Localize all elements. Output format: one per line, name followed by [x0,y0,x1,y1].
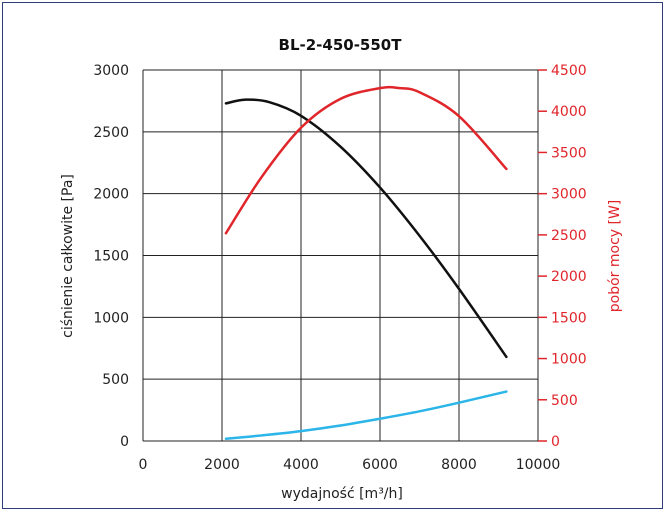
power-curve [224,85,508,235]
y2-tick-label: 500 [551,393,578,409]
y2-tick-label: 1000 [551,352,587,368]
y-axis-label: ciśnienie całkowite [Pa] [60,174,76,338]
x-tick-label: 4000 [283,457,319,473]
x-tick-label: 8000 [441,457,477,473]
grid [142,69,539,442]
y-tick-label: 2000 [93,187,129,203]
x-tick-label: 10000 [516,457,561,473]
x-tick-label: 0 [139,457,148,473]
y-tick-label: 1000 [93,310,129,326]
x-axis-label: wydajność [m³/h] [281,486,403,502]
y-tick-label: 500 [102,372,129,388]
x-tick-label: 6000 [362,457,398,473]
axes: 0 500 1000 1500 2000 2500 3000 0 2000 4000 6000 800… [93,63,586,473]
efficiency-curve [224,390,508,441]
y2-tick-label: 2000 [551,269,587,285]
y2-tick-label: 4000 [551,104,587,120]
y2-tick-label: 4500 [551,63,587,79]
y2-tick-label: 2500 [551,228,587,244]
pressure-curve [224,98,508,359]
y2-axis-label: pobór mocy [W] [607,200,623,313]
chart-title: BL-2-450-550T [279,36,403,54]
y2-tick-label: 3500 [551,145,587,161]
y-tick-label: 1500 [93,249,129,265]
y-tick-label: 0 [120,434,129,450]
y2-tick-label: 3000 [551,187,587,203]
y2-tick-label: 0 [551,434,560,450]
y2-tick-label: 1500 [551,310,587,326]
y-tick-label: 2500 [93,125,129,141]
y-tick-label: 3000 [93,63,129,79]
series-lines [224,85,508,441]
x-tick-label: 2000 [204,457,240,473]
